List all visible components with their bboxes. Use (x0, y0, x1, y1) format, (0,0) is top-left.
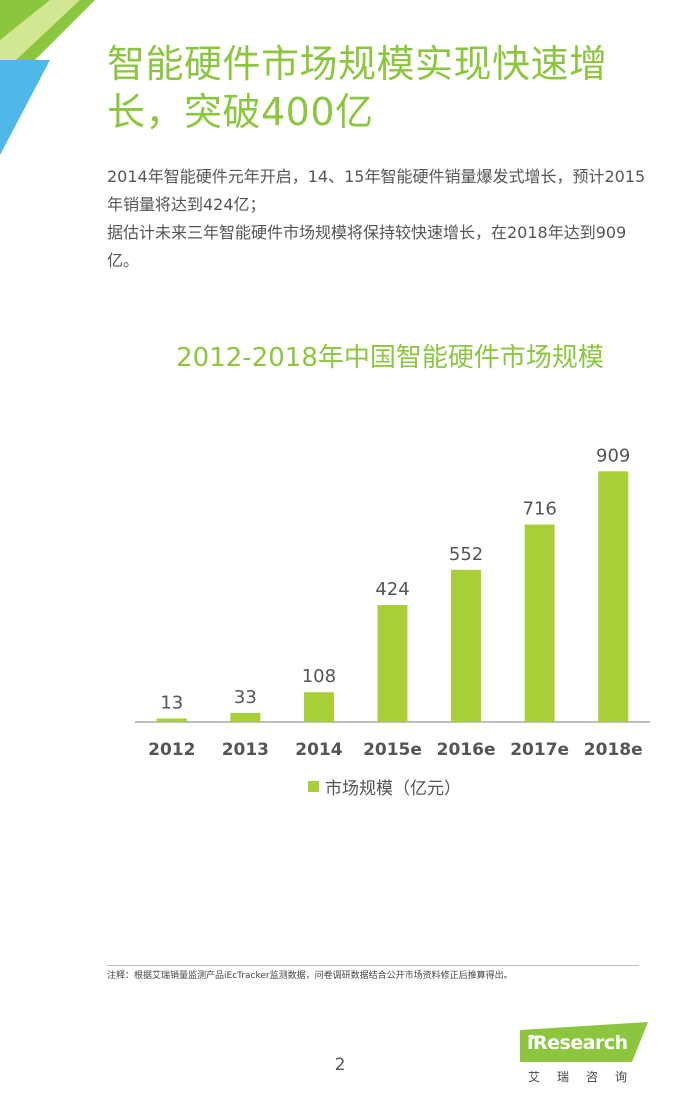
corner-blue-shape (0, 60, 50, 155)
data-label-2017e: 716 (522, 499, 556, 520)
logo-banner (520, 1022, 648, 1062)
bar-2018e (598, 471, 629, 722)
intro-paragraph-2: 据估计未来三年智能硬件市场规模将保持较快速增长，在2018年达到909亿。 (107, 223, 627, 270)
iresearch-logo: iResearch 艾瑞咨询 (520, 1022, 660, 1092)
bar-2016e (451, 569, 482, 722)
data-label-2018e: 909 (596, 445, 630, 466)
legend-label: 市场规模（亿元） (325, 778, 461, 799)
category-label-2015e: 2015e (363, 740, 422, 760)
bar-2015e (377, 605, 408, 722)
category-label-2012: 2012 (148, 740, 195, 760)
footnote-divider (107, 965, 639, 966)
category-label-2016e: 2016e (437, 740, 496, 760)
data-label-2013: 33 (234, 687, 257, 708)
corner-light-stripe (0, 0, 80, 75)
bar-chart: 13 2012 33 2013 108 2014 424 2015e 552 2016e 716 20… (135, 445, 650, 760)
data-label-2014: 108 (302, 666, 336, 687)
category-label-2017e: 2017e (510, 740, 569, 760)
corner-decoration (0, 0, 95, 155)
intro-text: 2014年智能硬件元年开启，14、15年智能硬件销量爆发式增长，预计2015年销… (107, 163, 647, 275)
bar-2012 (156, 718, 187, 722)
logo-chinese-text: 艾瑞咨询 (528, 1070, 645, 1084)
bar-2013 (230, 712, 261, 722)
page-number: 2 (334, 1055, 346, 1075)
category-label-2014: 2014 (295, 740, 342, 760)
bar-2017e (524, 524, 555, 722)
category-label-2013: 2013 (222, 740, 269, 760)
chart-title: 2012-2018年中国智能硬件市场规模 (176, 343, 604, 373)
data-label-2016e: 552 (449, 544, 483, 565)
page-title: 智能硬件市场规模实现快速增长，突破400亿 (107, 42, 608, 134)
legend-swatch (308, 780, 319, 792)
data-label-2012: 13 (160, 692, 183, 713)
chart-legend: 市场规模（亿元） (308, 774, 461, 799)
data-label-2015e: 424 (375, 579, 409, 600)
footnote: 注释：根据艾瑞销量监测产品iEcTracker监测数据，问卷调研数据结合公开市场… (107, 971, 513, 981)
category-label-2018e: 2018e (584, 740, 643, 760)
bar-2014 (303, 692, 334, 722)
logo-text: iResearch (527, 1032, 628, 1054)
intro-paragraph-1: 2014年智能硬件元年开启，14、15年智能硬件销量爆发式增长，预计2015年销… (107, 167, 646, 214)
